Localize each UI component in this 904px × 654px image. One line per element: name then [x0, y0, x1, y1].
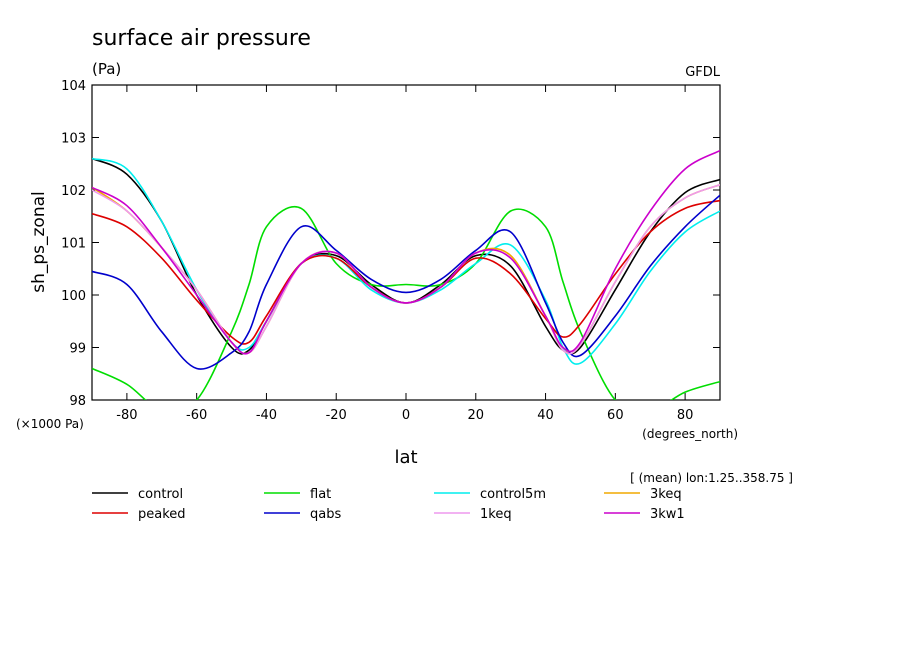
y-tick-label: 103: [61, 132, 86, 147]
x-tick-label: 60: [607, 408, 624, 423]
y-scale-note: (×1000 Pa): [16, 417, 84, 431]
series-lines: [92, 149, 720, 400]
legend: control flat control5m 3keq peaked qabs 1keq 3k…: [92, 487, 685, 522]
x-tick-label: 40: [537, 408, 554, 423]
chart-units: (Pa): [92, 60, 121, 78]
y-tick-label: 102: [61, 184, 86, 199]
series-line-control: [92, 157, 720, 355]
legend-label-flat: flat: [310, 487, 331, 502]
x-tick-label: 20: [468, 408, 485, 423]
x-tick-label: -20: [326, 408, 347, 423]
y-tick-label: 101: [61, 237, 86, 252]
y-tick-label: 98: [69, 394, 86, 409]
y-tick-label: 99: [69, 342, 86, 357]
x-tick-label: -60: [186, 408, 207, 423]
chart-source: GFDL: [685, 65, 721, 80]
series-line-qabs: [92, 194, 720, 370]
x-axis-label: lat: [394, 447, 417, 468]
chart-title: surface air pressure: [92, 26, 311, 51]
legend-label-3keq: 3keq: [650, 487, 682, 502]
x-axis: -80 -60 -40 -20 0 20 40 60 80: [116, 85, 693, 423]
legend-label-control5m: control5m: [480, 487, 546, 502]
legend-label-control: control: [138, 487, 183, 502]
y-tick-label: 104: [61, 79, 86, 94]
legend-label-3kw1: 3kw1: [650, 507, 685, 522]
chart-subtitle: [ (mean) lon:1.25..358.75 ]: [630, 471, 793, 485]
x-tick-label: 0: [402, 408, 410, 423]
x-tick-label: -40: [256, 408, 277, 423]
x-tick-label: 80: [677, 408, 694, 423]
series-line-flat: [92, 206, 720, 400]
y-axis: 98 99 100 101 102 103 104: [61, 79, 720, 409]
y-axis-label: sh_ps_zonal: [29, 191, 49, 293]
x-tick-label: -80: [116, 408, 137, 423]
legend-label-peaked: peaked: [138, 507, 186, 522]
x-units: (degrees_north): [642, 427, 738, 441]
legend-label-1keq: 1keq: [480, 507, 512, 522]
y-tick-label: 100: [61, 289, 86, 304]
plot-frame: [91, 84, 721, 401]
legend-label-qabs: qabs: [310, 507, 341, 522]
series-line-3kw1: [92, 149, 720, 355]
